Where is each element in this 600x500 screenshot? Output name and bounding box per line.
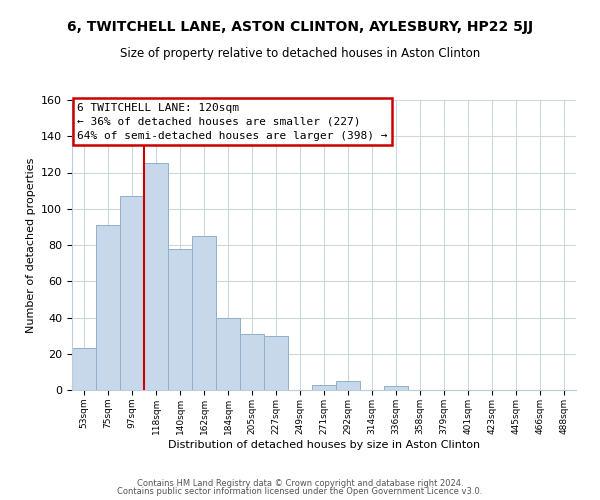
Bar [216,318,240,390]
Bar [144,164,168,390]
Bar [72,348,96,390]
Bar [96,225,120,390]
Text: 6 TWITCHELL LANE: 120sqm
← 36% of detached houses are smaller (227)
64% of semi-: 6 TWITCHELL LANE: 120sqm ← 36% of detach… [77,103,388,141]
Text: Contains public sector information licensed under the Open Government Licence v3: Contains public sector information licen… [118,487,482,496]
Y-axis label: Number of detached properties: Number of detached properties [26,158,35,332]
Bar [312,384,336,390]
Text: 6, TWITCHELL LANE, ASTON CLINTON, AYLESBURY, HP22 5JJ: 6, TWITCHELL LANE, ASTON CLINTON, AYLESB… [67,20,533,34]
Text: Size of property relative to detached houses in Aston Clinton: Size of property relative to detached ho… [120,48,480,60]
Bar [384,386,408,390]
Bar [264,336,288,390]
Bar [336,381,360,390]
X-axis label: Distribution of detached houses by size in Aston Clinton: Distribution of detached houses by size … [168,440,480,450]
Bar [168,248,192,390]
Bar [192,236,216,390]
Bar [240,334,264,390]
Bar [120,196,144,390]
Text: Contains HM Land Registry data © Crown copyright and database right 2024.: Contains HM Land Registry data © Crown c… [137,478,463,488]
